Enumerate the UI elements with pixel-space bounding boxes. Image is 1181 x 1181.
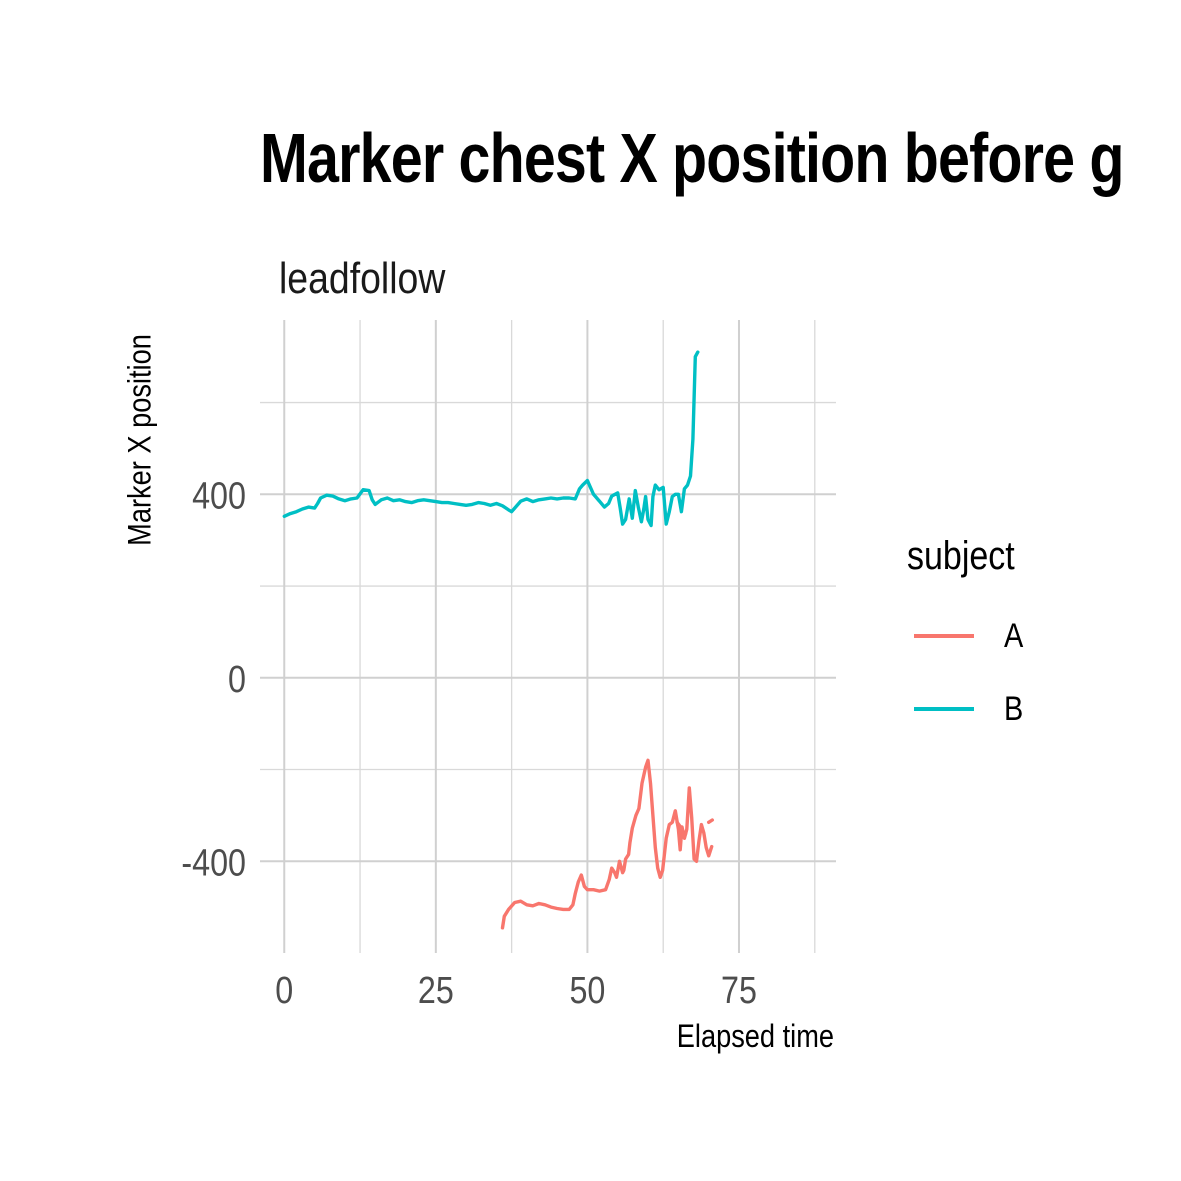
legend-item-a: A xyxy=(914,616,1027,656)
y-axis-label: Marker X position xyxy=(121,334,158,546)
y-tick-label: -400 xyxy=(181,842,246,884)
y-tick-label: 0 xyxy=(228,658,246,700)
x-tick-label: 75 xyxy=(721,970,757,1012)
y-tick-label: 400 xyxy=(192,475,246,517)
legend-key-b xyxy=(914,707,974,711)
minor-gridlines xyxy=(260,320,836,953)
series-layer xyxy=(282,350,714,930)
series-fragment-a xyxy=(675,820,688,836)
facet-label: leadfollow xyxy=(279,254,446,303)
legend-item-b: B xyxy=(914,689,1027,729)
tick-labels: 0 25 50 75 -400 0 400 xyxy=(181,475,757,1012)
series-fragment-a xyxy=(707,818,714,824)
x-tick-label: 50 xyxy=(569,970,605,1012)
x-tick-label: 0 xyxy=(275,970,293,1012)
legend-label-b: B xyxy=(1004,689,1024,728)
legend-title: subject xyxy=(907,534,1015,578)
x-tick-label: 25 xyxy=(418,970,454,1012)
legend-key-a xyxy=(914,634,974,638)
legend-label-a: A xyxy=(1004,616,1024,655)
x-axis-label: Elapsed time xyxy=(676,1018,834,1054)
series-line-a xyxy=(500,758,714,930)
series-line-b xyxy=(282,350,700,528)
major-gridlines xyxy=(260,320,836,953)
chart-title: Marker chest X position before g xyxy=(260,119,1124,197)
